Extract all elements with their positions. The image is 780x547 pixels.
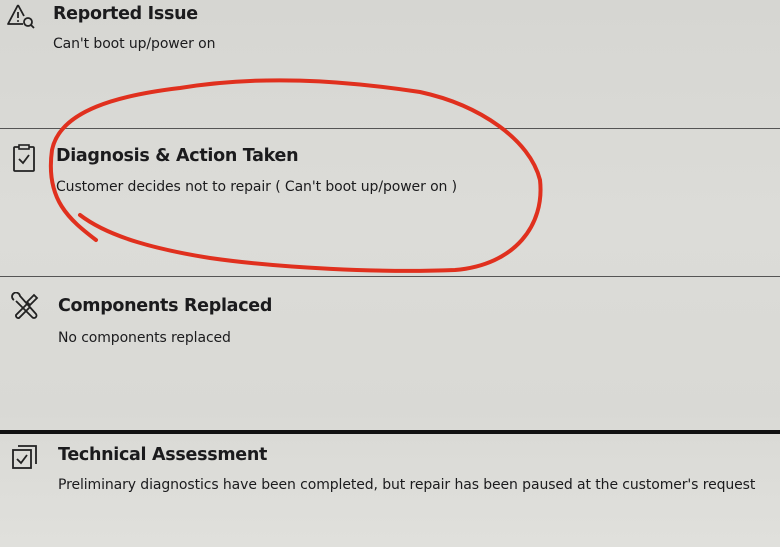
section-diagnosis: Diagnosis & Action Taken Customer decide… [0,129,780,276]
tools-icon [11,292,39,319]
stacked-checkbox-icon [12,445,37,469]
divider [0,430,780,434]
section-body: Customer decides not to repair ( Can't b… [56,179,458,195]
section-body: No components replaced [58,330,231,346]
section-technical-assessment: Technical Assessment Preliminary diagnos… [0,434,780,547]
section-body: Preliminary diagnostics have been comple… [58,477,756,493]
warning-search-icon [7,4,35,29]
clipboard-check-icon [13,144,35,172]
section-title: Technical Assessment [58,445,268,465]
section-title: Diagnosis & Action Taken [56,146,299,166]
section-title: Components Replaced [58,296,273,316]
section-title: Reported Issue [53,4,198,24]
divider [0,276,780,277]
section-reported-issue: Reported Issue Can't boot up/power on [0,0,780,128]
section-components-replaced: Components Replaced No components replac… [0,277,780,432]
section-body: Can't boot up/power on [53,36,216,52]
